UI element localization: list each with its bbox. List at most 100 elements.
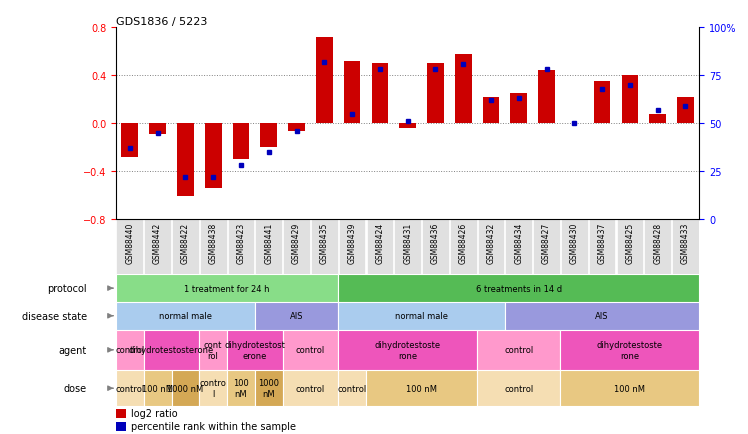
Bar: [283, 370, 338, 406]
Text: GSM88431: GSM88431: [403, 222, 412, 263]
Text: dihydrotestoste
rone: dihydrotestoste rone: [597, 340, 663, 360]
Bar: [121, 124, 138, 157]
Text: 1000
nM: 1000 nM: [258, 378, 279, 398]
Text: AIS: AIS: [595, 312, 609, 321]
FancyBboxPatch shape: [644, 220, 671, 275]
FancyBboxPatch shape: [311, 220, 337, 275]
FancyBboxPatch shape: [227, 220, 254, 275]
Bar: [260, 124, 277, 148]
Bar: [482, 98, 500, 124]
Text: GSM88426: GSM88426: [459, 222, 468, 263]
FancyBboxPatch shape: [255, 220, 282, 275]
Text: contro
l: contro l: [200, 378, 227, 398]
Bar: [116, 422, 126, 431]
Text: GSM88438: GSM88438: [209, 222, 218, 263]
Text: GSM88432: GSM88432: [486, 222, 495, 263]
Text: GSM88430: GSM88430: [570, 222, 579, 263]
Text: 100 nM: 100 nM: [142, 384, 173, 393]
Bar: [205, 124, 221, 188]
FancyBboxPatch shape: [450, 220, 476, 275]
FancyBboxPatch shape: [117, 220, 143, 275]
Text: GSM88422: GSM88422: [181, 222, 190, 263]
Bar: [116, 302, 255, 330]
Text: 1 treatment for 24 h: 1 treatment for 24 h: [184, 284, 270, 293]
Bar: [539, 71, 555, 124]
Text: AIS: AIS: [289, 312, 303, 321]
Text: GSM88424: GSM88424: [375, 222, 384, 263]
Text: control: control: [115, 345, 144, 355]
Bar: [116, 409, 126, 418]
Text: 100 nM: 100 nM: [614, 384, 646, 393]
Bar: [144, 370, 171, 406]
Bar: [144, 330, 199, 370]
FancyBboxPatch shape: [283, 220, 310, 275]
Text: GSM88423: GSM88423: [236, 222, 245, 263]
Bar: [560, 370, 699, 406]
Bar: [372, 64, 388, 124]
Text: 100 nM: 100 nM: [406, 384, 437, 393]
Bar: [283, 330, 338, 370]
FancyBboxPatch shape: [561, 220, 588, 275]
Bar: [227, 370, 255, 406]
Text: GSM88436: GSM88436: [431, 222, 440, 263]
Bar: [560, 330, 699, 370]
FancyBboxPatch shape: [367, 220, 393, 275]
Bar: [427, 64, 444, 124]
Text: dose: dose: [64, 383, 87, 393]
Bar: [510, 94, 527, 124]
Bar: [116, 370, 144, 406]
Text: agent: agent: [58, 345, 87, 355]
Text: GSM88439: GSM88439: [348, 222, 357, 263]
Bar: [150, 124, 166, 135]
Bar: [233, 124, 249, 160]
Text: control: control: [295, 384, 325, 393]
Text: normal male: normal male: [159, 312, 212, 321]
Bar: [338, 275, 699, 302]
Text: control: control: [115, 384, 144, 393]
FancyBboxPatch shape: [589, 220, 616, 275]
Bar: [344, 62, 361, 124]
FancyBboxPatch shape: [394, 220, 421, 275]
Bar: [171, 370, 199, 406]
Bar: [199, 330, 227, 370]
Text: control: control: [504, 345, 533, 355]
Bar: [505, 302, 699, 330]
Text: GSM88440: GSM88440: [126, 222, 135, 263]
Bar: [316, 38, 333, 124]
FancyBboxPatch shape: [339, 220, 366, 275]
Text: percentile rank within the sample: percentile rank within the sample: [131, 421, 295, 431]
Bar: [622, 76, 638, 124]
Text: log2 ratio: log2 ratio: [131, 408, 177, 418]
Bar: [594, 82, 610, 124]
Text: GSM88427: GSM88427: [542, 222, 551, 263]
Text: GSM88437: GSM88437: [598, 222, 607, 263]
Bar: [255, 302, 338, 330]
Bar: [116, 275, 338, 302]
Bar: [477, 370, 560, 406]
FancyBboxPatch shape: [506, 220, 532, 275]
Bar: [399, 124, 416, 128]
Text: 1000 nM: 1000 nM: [168, 384, 203, 393]
FancyBboxPatch shape: [478, 220, 504, 275]
Bar: [649, 114, 666, 124]
Text: GSM88429: GSM88429: [292, 222, 301, 263]
Bar: [677, 98, 694, 124]
FancyBboxPatch shape: [172, 220, 199, 275]
FancyBboxPatch shape: [144, 220, 171, 275]
Bar: [477, 330, 560, 370]
Text: GSM88441: GSM88441: [264, 222, 273, 263]
Bar: [116, 330, 144, 370]
Text: control: control: [295, 345, 325, 355]
FancyBboxPatch shape: [533, 220, 560, 275]
Bar: [338, 330, 477, 370]
Text: 100
nM: 100 nM: [233, 378, 249, 398]
FancyBboxPatch shape: [672, 220, 699, 275]
Bar: [255, 370, 283, 406]
Text: GSM88442: GSM88442: [153, 222, 162, 263]
Text: GSM88434: GSM88434: [515, 222, 524, 263]
Text: GDS1836 / 5223: GDS1836 / 5223: [116, 17, 207, 27]
Text: dihydrotestoste
rone: dihydrotestoste rone: [375, 340, 441, 360]
Text: GSM88425: GSM88425: [625, 222, 634, 263]
Text: 6 treatments in 14 d: 6 treatments in 14 d: [476, 284, 562, 293]
Bar: [455, 55, 471, 124]
